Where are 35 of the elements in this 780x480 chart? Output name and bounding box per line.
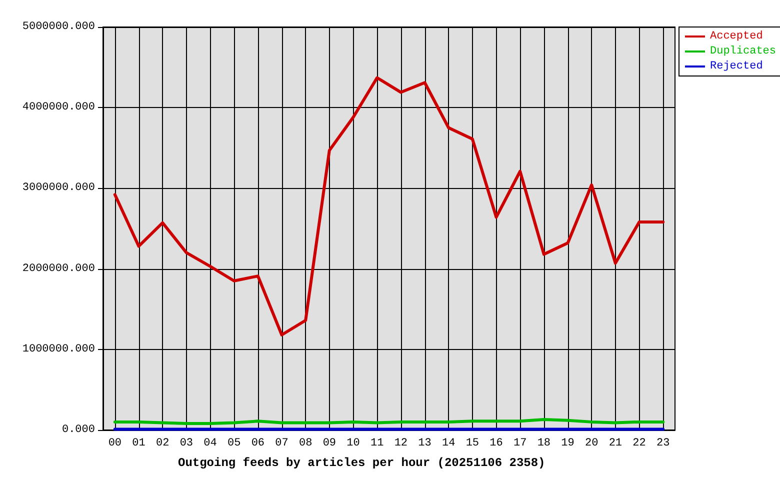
x-tick-label: 00 (108, 438, 122, 450)
x-tick-label: 22 (632, 438, 646, 450)
text: Outgoing feeds by articles per hour (20251106 2358) (178, 456, 546, 470)
x-tick-label: 23 (656, 438, 670, 450)
x-tick-label: 06 (251, 438, 265, 450)
x-tick-label: 05 (227, 438, 241, 450)
x-tick-label: 17 (513, 438, 527, 450)
x-tick-label: 02 (156, 438, 170, 450)
legend-label: Duplicates (710, 46, 776, 58)
line-series (113, 76, 665, 336)
x-tick-label: 16 (490, 438, 503, 450)
x-tick-label: 11 (370, 438, 384, 450)
y-tick-label: 0.000 (62, 424, 95, 436)
y-tick-label: 2000000.000 (22, 262, 95, 275)
x-tick-label: 01 (132, 438, 146, 450)
x-tick-label: 19 (561, 438, 574, 450)
y-tick-label: 3000000.000 (22, 182, 95, 194)
x-tick-label: 15 (466, 438, 480, 450)
legend-label: Accepted (710, 30, 763, 42)
x-tick-label: 03 (180, 438, 194, 450)
legend-label: Rejected (710, 60, 763, 72)
x-tick-label: 07 (275, 438, 288, 450)
x-tick-label: 12 (394, 438, 408, 450)
y-tick-label: 1000000.000 (22, 343, 95, 356)
x-tick-label: 09 (322, 438, 336, 450)
y-tick-label: 5000000.000 (22, 21, 95, 33)
x-tick-label: 10 (346, 438, 360, 450)
x-tick-label: 08 (298, 438, 312, 450)
y-tick-label: 4000000.000 (22, 102, 95, 114)
x-tick-label: 21 (608, 438, 622, 450)
x-tick-label: 04 (204, 438, 218, 450)
x-tick-label: 13 (418, 438, 432, 450)
x-tick-label: 14 (442, 438, 456, 450)
x-tick-label: 18 (537, 438, 551, 450)
x-tick-label: 20 (584, 438, 598, 450)
